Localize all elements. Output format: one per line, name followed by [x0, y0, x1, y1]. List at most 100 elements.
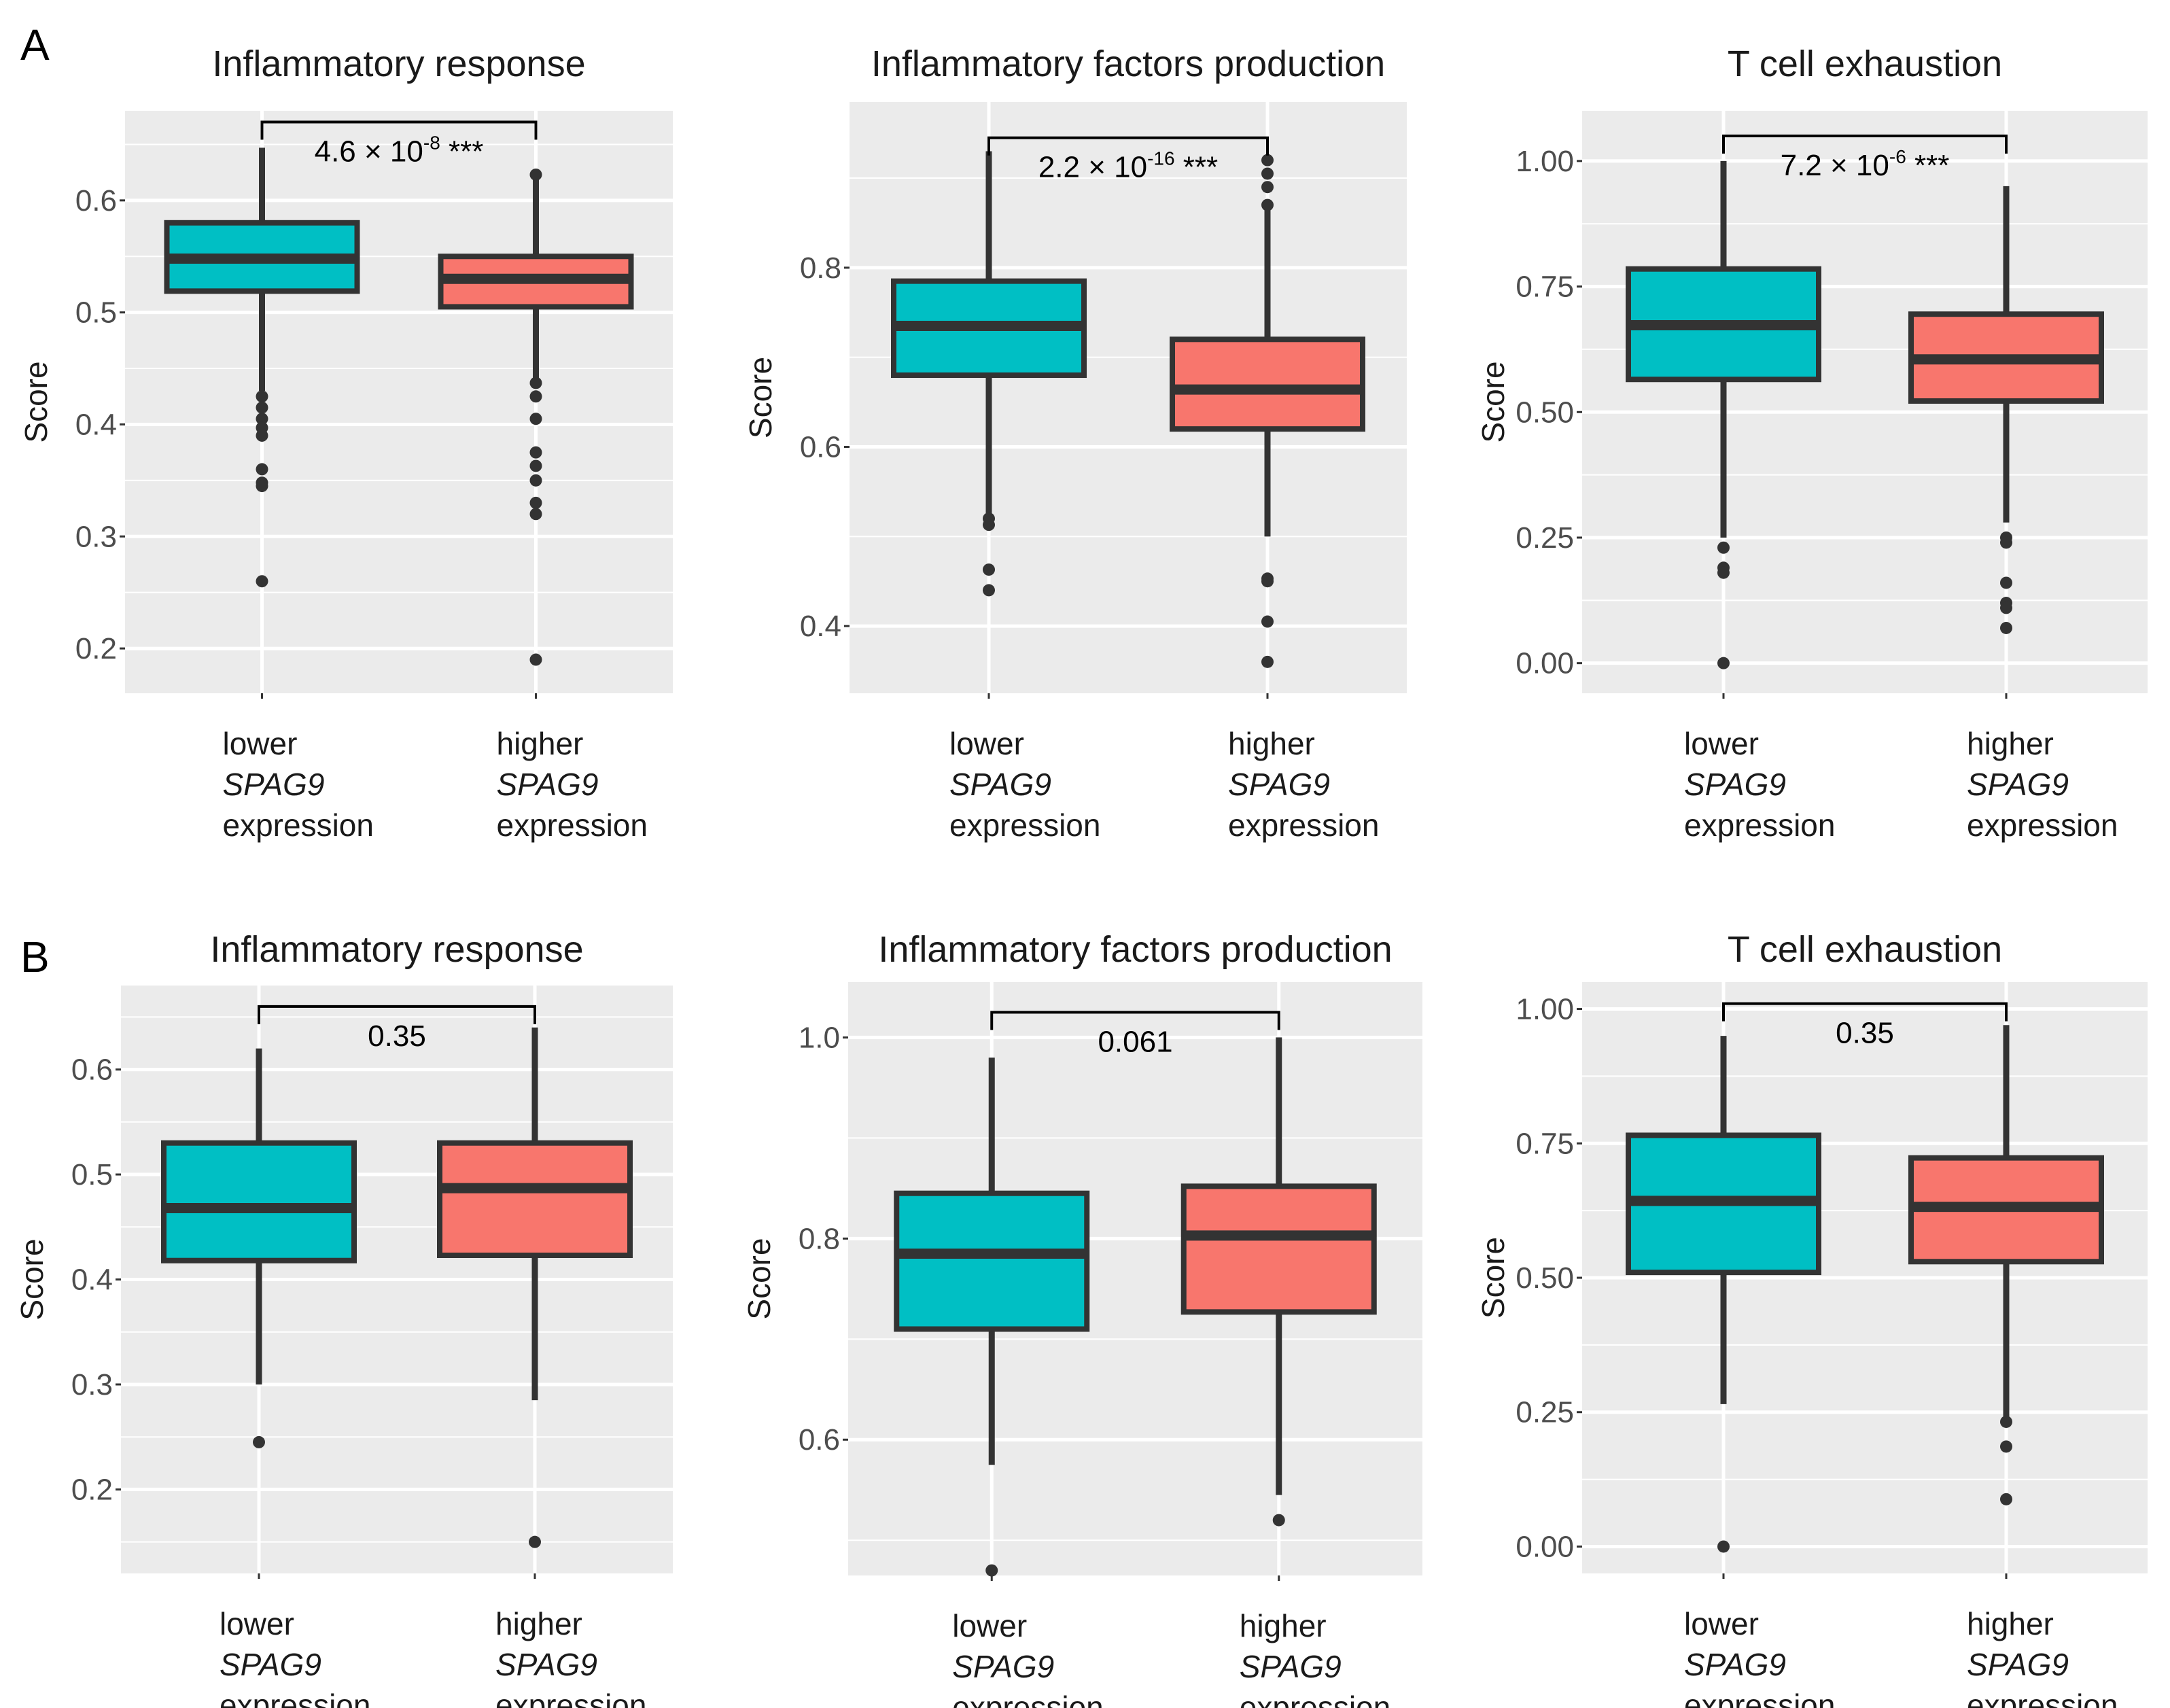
significance-bracket	[258, 1005, 536, 1024]
outlier-point	[983, 584, 995, 597]
significance-bracket	[987, 136, 1269, 156]
p-value-label: 0.35	[368, 1019, 426, 1053]
p-value-label: 0.35	[1836, 1017, 1894, 1050]
y-tick-label: 0.2	[71, 1473, 113, 1506]
x-category-label-line: SPAG9	[952, 1649, 1054, 1684]
outlier-point	[2000, 1415, 2012, 1428]
outlier-point	[256, 390, 268, 403]
outlier-point	[1261, 154, 1274, 167]
y-tick-label: 0.2	[75, 632, 117, 665]
x-category-label-line: expression	[495, 1688, 646, 1708]
x-category-label-line: expression	[1967, 1688, 2118, 1708]
x-category-label-line: SPAG9	[1684, 1647, 1786, 1682]
outlier-point	[2000, 621, 2012, 634]
x-category-label: lower SPAG9 expression	[949, 726, 1100, 843]
y-tick-label: 0.3	[75, 520, 117, 553]
y-tick-label: 0.8	[800, 251, 841, 285]
p-value-label: 7.2 × 10-6 ***	[1781, 146, 1950, 182]
chart-panel: 0.00 0.25 0.50 0.75 1.00 lower SPAG9 expression…	[1475, 43, 2148, 843]
x-category-label-line: expression	[1684, 807, 1835, 843]
outlier-point	[529, 413, 542, 425]
y-tick-label: 0.6	[71, 1053, 113, 1087]
p-value-label: 0.061	[1098, 1025, 1172, 1058]
box-higher	[1180, 1183, 1377, 1315]
x-category-label: lower SPAG9 expression	[952, 1608, 1103, 1708]
x-category-label: higher SPAG9 expression	[495, 1606, 646, 1708]
panel-label-b: B	[20, 933, 50, 981]
outlier-point	[1261, 615, 1274, 628]
p-value-exponent: -6	[1889, 146, 1906, 167]
outlier-point	[1272, 1514, 1285, 1527]
outlier-point	[256, 413, 268, 425]
x-category-label-line: expression	[1967, 807, 2118, 843]
x-category-label-line: expression	[1240, 1690, 1390, 1708]
chart-panel: 0.2 0.3 0.4 0.5 0.6 lower SPAG9 expression highe…	[18, 43, 673, 843]
outlier-point	[529, 653, 542, 666]
y-axis-label: Score	[1475, 361, 1511, 442]
x-category-label-line: lower	[1684, 1606, 1759, 1641]
outlier-point	[1717, 657, 1730, 669]
x-category-label-line: expression	[1228, 807, 1379, 843]
y-axis-label: Score	[14, 1238, 50, 1320]
outlier-point	[256, 480, 268, 493]
x-category-label-line: expression	[949, 807, 1100, 843]
significance-bracket	[1722, 134, 2008, 154]
x-category-label-line: SPAG9	[495, 1647, 597, 1682]
outlier-point	[2000, 1440, 2012, 1453]
chart-title: Inflammatory response	[210, 929, 583, 970]
y-tick-label: 0.5	[71, 1158, 113, 1191]
x-category-label-line: higher	[1967, 1606, 2054, 1641]
y-tick-label: 0.5	[75, 296, 117, 330]
y-tick-label: 0.4	[75, 408, 117, 441]
p-value-label: 4.6 × 10-8 ***	[315, 132, 484, 168]
x-category-label-line: SPAG9	[1228, 767, 1330, 802]
x-category-label-line: expression	[220, 1688, 370, 1708]
x-category-label-line: lower	[220, 1606, 294, 1641]
outlier-point	[1717, 541, 1730, 554]
x-category-label-line: higher	[495, 1606, 582, 1641]
outlier-point	[529, 474, 542, 487]
x-category-label-line: lower	[1684, 726, 1759, 761]
p-value-label: 2.2 × 10-16 ***	[1038, 148, 1218, 184]
y-tick-label: 0.50	[1516, 396, 1574, 429]
x-category-label-line: SPAG9	[1967, 767, 2069, 802]
chart-title: Inflammatory response	[212, 43, 585, 84]
y-tick-label: 1.00	[1516, 993, 1574, 1026]
outlier-point	[1717, 566, 1730, 579]
x-category-label-line: SPAG9	[1684, 767, 1786, 802]
y-tick-label: 0.00	[1516, 647, 1574, 680]
y-tick-label: 0.6	[75, 184, 117, 217]
chart-panel: 0.4 0.6 0.8 lower SPAG9 expression higher SPAG9…	[743, 43, 1407, 843]
chart-panel: 0.6 0.8 1.0 lower SPAG9 expression higher SPAG9…	[741, 929, 1422, 1708]
chart-title: T cell exhaustion	[1728, 929, 2002, 970]
y-tick-label: 0.25	[1516, 521, 1574, 555]
significance-bracket	[260, 120, 538, 140]
y-tick-label: 0.8	[799, 1222, 840, 1255]
outlier-point	[1261, 181, 1274, 194]
chart-title: T cell exhaustion	[1728, 43, 2002, 84]
outlier-point	[529, 508, 542, 521]
p-value-stars: ***	[1175, 151, 1219, 184]
outlier-point	[256, 575, 268, 588]
y-axis-label: Score	[18, 361, 54, 442]
x-category-label-line: lower	[949, 726, 1024, 761]
y-axis-label: Score	[1475, 1237, 1511, 1319]
y-tick-label: 0.6	[800, 431, 841, 464]
y-tick-label: 0.4	[71, 1263, 113, 1297]
panel-label-a: A	[20, 20, 50, 69]
outlier-point	[983, 519, 995, 531]
x-category-label: lower SPAG9 expression	[223, 726, 374, 843]
x-category-label-line: lower	[223, 726, 298, 761]
outlier-point	[2000, 536, 2012, 549]
x-category-label: higher SPAG9 expression	[497, 726, 648, 843]
p-value-stars: ***	[440, 135, 484, 168]
x-category-label-line: expression	[497, 807, 648, 843]
outlier-point	[529, 377, 542, 389]
x-category-label: higher SPAG9 expression	[1967, 726, 2118, 843]
outlier-point	[256, 429, 268, 442]
x-category-label: higher SPAG9 expression	[1967, 1606, 2118, 1708]
chart-title: Inflammatory factors production	[871, 43, 1385, 84]
y-tick-label: 1.00	[1516, 145, 1574, 178]
